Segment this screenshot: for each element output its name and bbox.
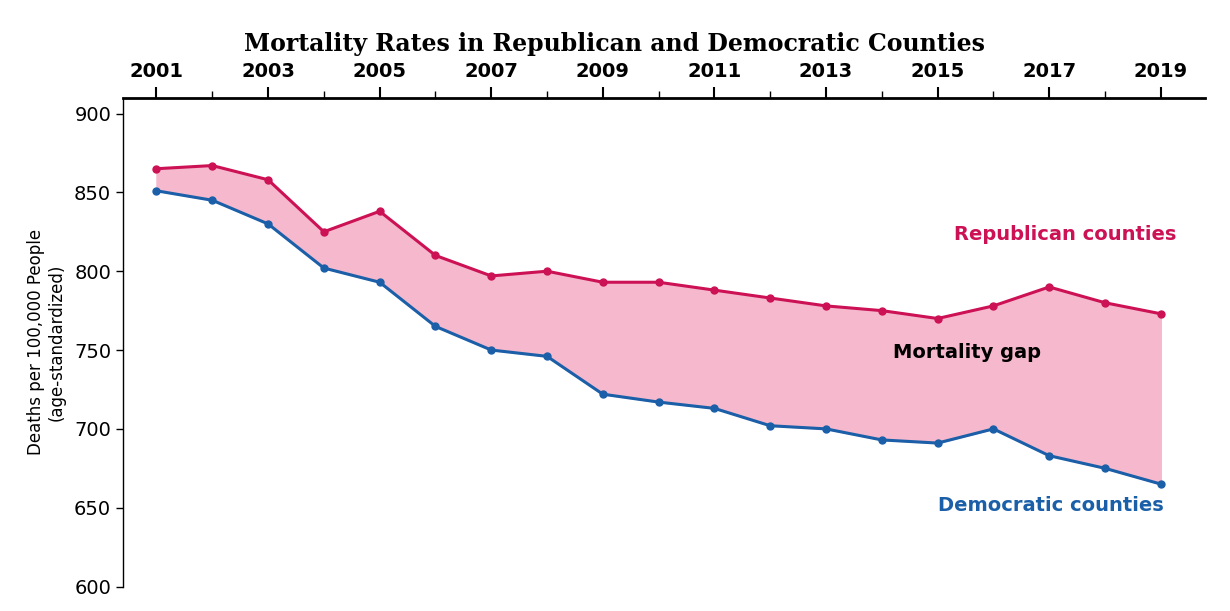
Text: Republican counties: Republican counties — [954, 225, 1177, 244]
Text: Mortality gap: Mortality gap — [893, 343, 1041, 362]
Text: Mortality Rates in Republican and Democratic Counties: Mortality Rates in Republican and Democr… — [245, 32, 985, 56]
Y-axis label: Deaths per 100,000 People
(age-standardized): Deaths per 100,000 People (age-standardi… — [27, 229, 65, 455]
Text: Democratic counties: Democratic counties — [937, 496, 1164, 515]
